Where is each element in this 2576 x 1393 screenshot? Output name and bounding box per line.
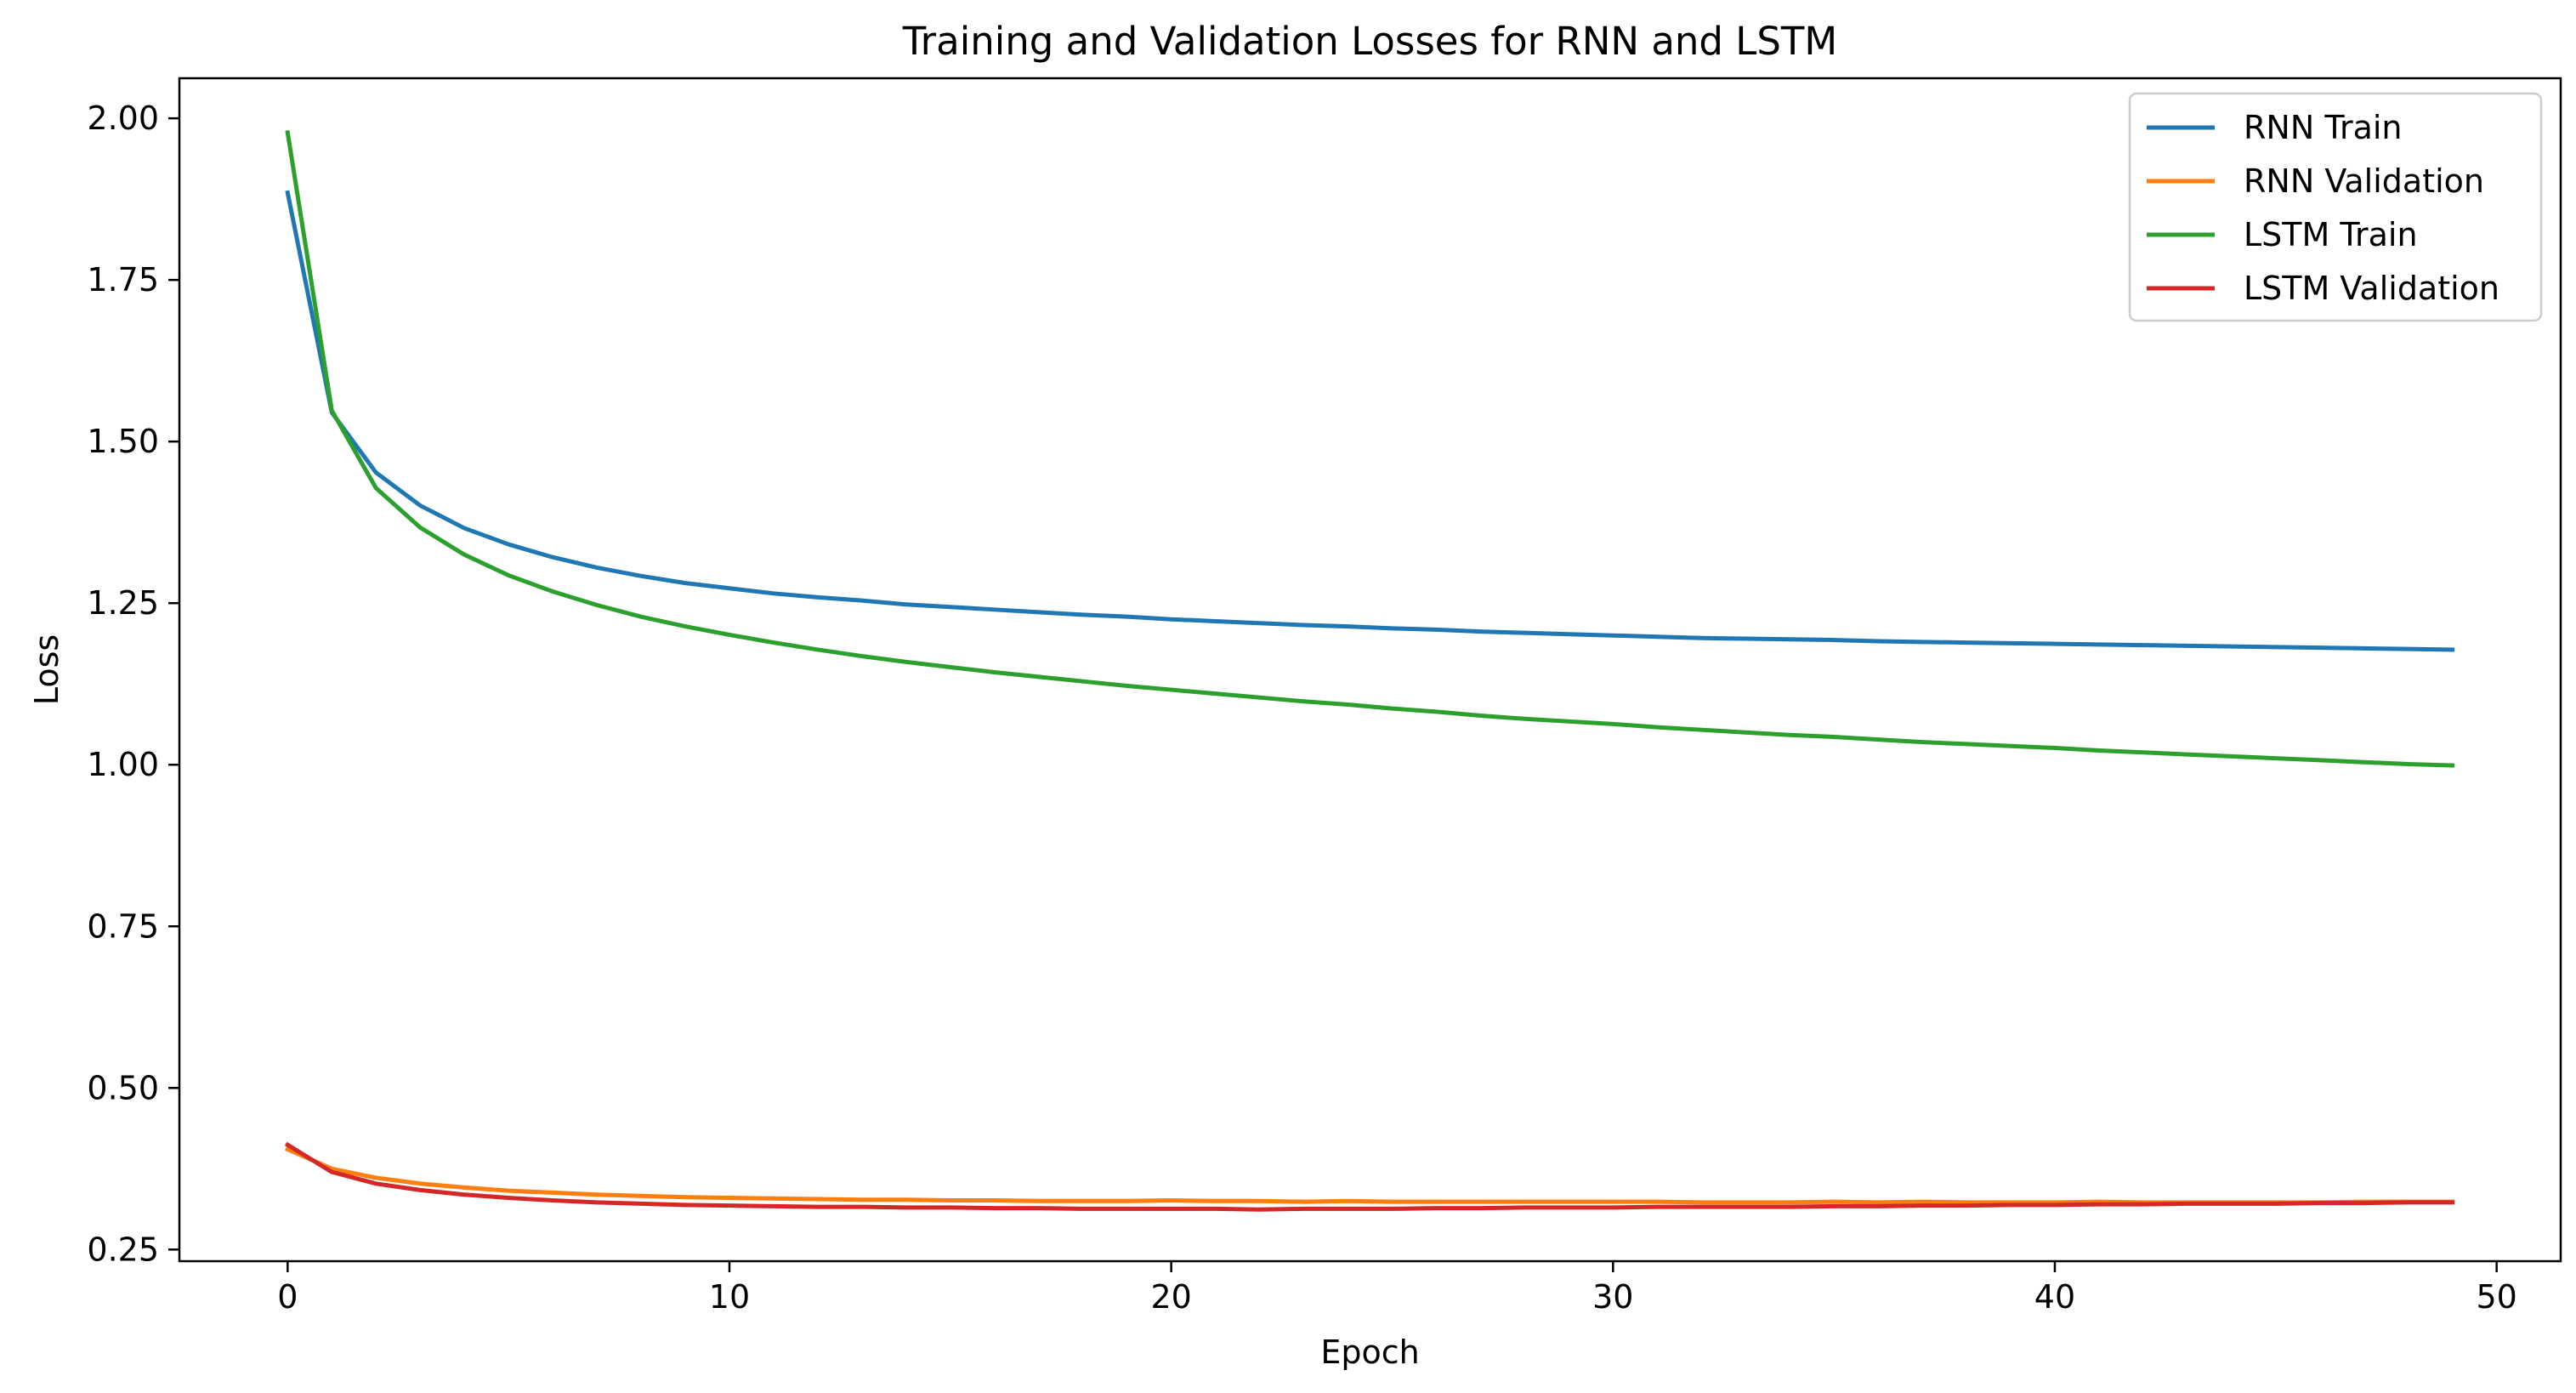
series-line-lstm-train xyxy=(285,129,2455,768)
series-line-rnn-validation xyxy=(285,1146,2455,1205)
legend-label: LSTM Train xyxy=(2244,216,2418,253)
x-tick-label: 50 xyxy=(2476,1278,2516,1316)
x-tick-label: 40 xyxy=(2034,1278,2075,1316)
y-tick-label: 1.00 xyxy=(87,746,159,783)
legend-label: RNN Train xyxy=(2244,109,2403,146)
x-tick-label: 0 xyxy=(277,1278,298,1316)
y-tick-label: 2.00 xyxy=(87,100,159,137)
y-tick-label: 0.25 xyxy=(87,1231,159,1268)
y-tick-label: 0.50 xyxy=(87,1069,159,1106)
y-tick-label: 0.75 xyxy=(87,907,159,945)
chart-title: Training and Validation Losses for RNN a… xyxy=(902,19,1837,64)
y-tick-label: 1.25 xyxy=(87,584,159,622)
x-tick-label: 20 xyxy=(1150,1278,1191,1316)
x-tick-label: 10 xyxy=(709,1278,750,1316)
legend-box xyxy=(2128,92,2543,322)
series-line-rnn-train xyxy=(285,190,2455,652)
plot-frame xyxy=(178,77,2562,1263)
series-line-lstm-validation xyxy=(284,1141,2455,1212)
y-tick-label: 1.75 xyxy=(87,261,159,298)
x-tick-label: 30 xyxy=(1592,1278,1633,1316)
legend-label: RNN Validation xyxy=(2244,162,2484,200)
legend-label: LSTM Validation xyxy=(2244,270,2499,307)
x-axis-label: Epoch xyxy=(1320,1333,1419,1371)
y-axis-label: Loss xyxy=(28,634,65,705)
series-layer xyxy=(284,129,2455,1212)
legend: RNN Train RNN Validation LSTM Train LSTM Va… xyxy=(2128,92,2543,322)
axes-layer: 0 10 20 30 40 50 0.25 0.50 0.75 1.00 1.25 1.50 1.75 2… xyxy=(87,77,2562,1316)
y-tick-label: 1.50 xyxy=(87,423,159,460)
